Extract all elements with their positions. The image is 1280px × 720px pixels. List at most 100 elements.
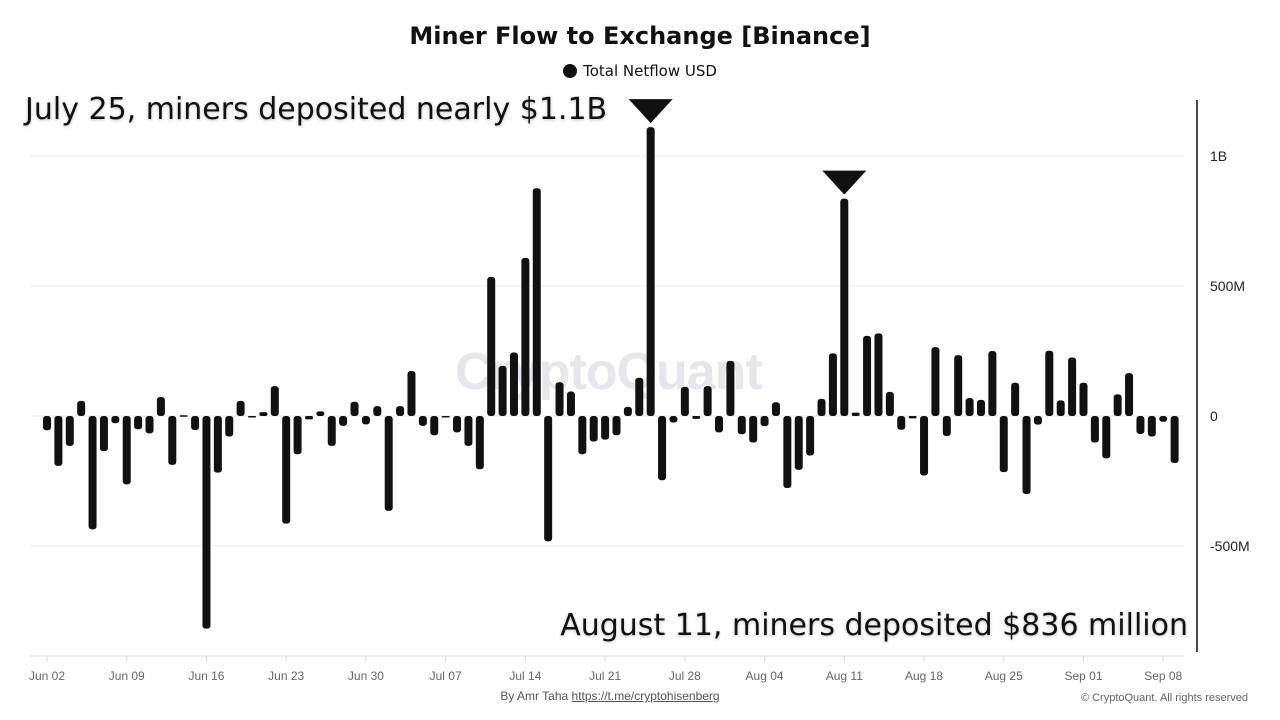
bar: [817, 398, 826, 416]
bar: [794, 416, 803, 470]
bar: [965, 398, 974, 416]
bar: [111, 416, 120, 424]
bar: [1033, 416, 1042, 425]
bar: [771, 402, 780, 416]
bar: [122, 416, 131, 485]
bar: [1022, 416, 1031, 494]
bar: [999, 416, 1008, 473]
bar: [908, 416, 917, 419]
x-tick-label: Jun 09: [109, 669, 145, 683]
bar: [1136, 416, 1145, 434]
x-tick-label: Jul 07: [430, 669, 462, 683]
x-tick-label: Jun 16: [188, 669, 224, 683]
bar: [885, 391, 894, 416]
bar: [441, 416, 450, 418]
x-tick-label: Aug 11: [826, 669, 863, 683]
legend[interactable]: Total Netflow USD: [0, 62, 1280, 80]
bar: [99, 416, 108, 452]
bar: [623, 406, 632, 416]
bar: [1170, 416, 1179, 464]
bar: [726, 360, 735, 416]
bar: [1147, 416, 1156, 437]
x-tick-label: Aug 18: [905, 669, 943, 683]
x-tick-label: Sep 08: [1144, 669, 1182, 683]
bar: [863, 335, 872, 416]
author: By Amr Taha: [500, 689, 569, 703]
bar: [270, 386, 279, 416]
bar: [236, 400, 245, 416]
bar: [179, 415, 188, 417]
legend-marker: [563, 64, 578, 78]
bar: [339, 416, 348, 426]
bar: [304, 416, 313, 420]
y-tick-label: 0: [1210, 408, 1218, 424]
bar: [566, 391, 575, 416]
x-tick-label: Jul 28: [669, 669, 701, 683]
bar: [555, 382, 564, 416]
bar: [293, 416, 302, 455]
peak-marker-triangle: [822, 170, 867, 195]
bar: [418, 416, 427, 426]
bar: [646, 127, 655, 416]
bar: [715, 416, 724, 433]
bar: [783, 416, 792, 489]
bar: [54, 416, 63, 466]
bar: [954, 355, 963, 416]
bar: [658, 416, 667, 481]
bar: [213, 416, 222, 473]
chart-title: Miner Flow to Exchange [Binance]: [409, 22, 871, 50]
bar: [373, 406, 382, 416]
bar: [88, 416, 97, 530]
author-link[interactable]: https://t.me/cryptohisenberg: [571, 689, 720, 703]
x-tick-label: Aug 25: [985, 669, 1023, 683]
bar: [407, 371, 416, 416]
bar: [77, 400, 86, 416]
bar: [544, 416, 553, 542]
bar: [1125, 373, 1134, 416]
bar: [1090, 416, 1099, 443]
x-tick-label: Jun 23: [268, 669, 304, 683]
bar: [840, 198, 849, 416]
bar: [589, 416, 598, 442]
bar: [692, 416, 701, 419]
bar: [1113, 394, 1122, 416]
bar: [942, 416, 951, 437]
bar: [350, 401, 359, 416]
bar: [509, 352, 518, 416]
bar: [612, 416, 621, 436]
bar: [464, 416, 473, 446]
bar: [361, 416, 370, 425]
bar: [897, 416, 906, 430]
x-tick-label: Jul 14: [509, 669, 541, 683]
legend-label: Total Netflow USD: [583, 62, 717, 80]
bar: [851, 412, 860, 416]
annotation-august: August 11, miners deposited $836 million: [560, 608, 1188, 643]
peak-marker-triangle: [628, 99, 673, 124]
bar: [703, 386, 712, 416]
bar: [1068, 357, 1077, 416]
bar: [1079, 382, 1088, 416]
bar: [134, 416, 143, 430]
annotation-july: July 25, miners deposited nearly $1.1B: [25, 92, 608, 127]
bar: [316, 411, 325, 416]
bar: [487, 276, 496, 416]
bar: [976, 399, 985, 416]
bar: [828, 353, 837, 416]
bar: [931, 347, 940, 416]
bar: [874, 333, 883, 416]
bar: [396, 406, 405, 416]
bar: [532, 188, 541, 416]
bar: [453, 416, 462, 433]
bar: [498, 365, 507, 416]
bar: [669, 416, 678, 423]
bar: [282, 416, 291, 524]
y-tick-label: -500M: [1210, 538, 1250, 554]
bar: [737, 416, 746, 435]
bar: [749, 416, 758, 443]
bar: [1102, 416, 1111, 459]
bar: [601, 416, 610, 440]
bar: [920, 416, 929, 476]
y-tick-label: 500M: [1210, 278, 1245, 294]
bar: [680, 386, 689, 416]
